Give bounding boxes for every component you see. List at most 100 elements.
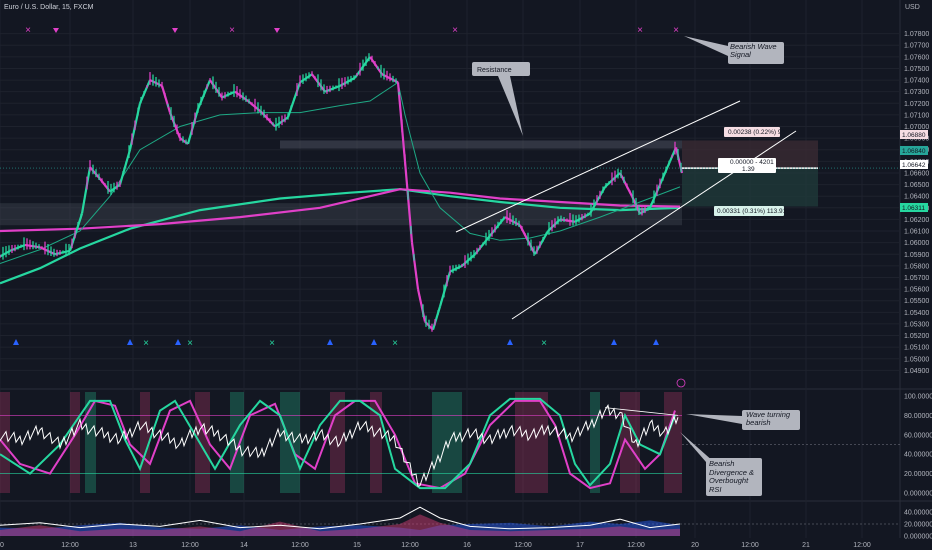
price-tick-label: 1.07000 bbox=[904, 124, 929, 131]
divergence-pointer bbox=[680, 432, 714, 462]
flow-white-line[interactable] bbox=[0, 506, 681, 530]
measure-upper-text: 0.00238 (0.22%) 90 bbox=[728, 129, 785, 136]
price-layer bbox=[0, 53, 684, 332]
price-segment[interactable] bbox=[160, 85, 172, 113]
magenta-ma-line[interactable] bbox=[0, 188, 681, 233]
price-tick-label: 1.06400 bbox=[904, 194, 929, 201]
flow-tick-label: 40.000000 bbox=[904, 510, 932, 517]
price-label-top: 1.06880 bbox=[902, 132, 926, 139]
oscillator-band bbox=[664, 392, 682, 493]
price-tick-label: 1.07600 bbox=[904, 54, 929, 61]
top-cross-marker[interactable]: × bbox=[452, 25, 458, 36]
bottom-triangle-marker[interactable] bbox=[13, 339, 19, 345]
price-tick-label: 1.06900 bbox=[904, 136, 929, 143]
osc-tick-label: 80.000000 bbox=[904, 413, 932, 420]
time-tick-label: 13 bbox=[129, 542, 137, 549]
bottom-triangle-marker[interactable] bbox=[175, 339, 181, 345]
price-segment[interactable] bbox=[80, 166, 92, 214]
top-triangle-marker[interactable] bbox=[172, 28, 178, 33]
measure-mid-box[interactable] bbox=[718, 158, 776, 173]
price-tick-label: 1.05200 bbox=[904, 333, 929, 340]
wave-magenta-line[interactable] bbox=[0, 399, 676, 490]
measure-lower-area[interactable] bbox=[682, 168, 818, 207]
flow-layer bbox=[0, 506, 900, 536]
time-tick-label: 12:00 bbox=[627, 542, 645, 549]
currency-label: USD bbox=[905, 4, 920, 11]
oscillator-band bbox=[590, 392, 600, 493]
top-cross-marker[interactable]: × bbox=[637, 25, 643, 36]
time-tick-label: 12:00 bbox=[741, 542, 759, 549]
price-tick-label: 1.05000 bbox=[904, 356, 929, 363]
wave-turning-text-wrap: Wave turning bearish bbox=[746, 411, 791, 427]
price-tick-label: 1.07300 bbox=[904, 89, 929, 96]
measure-mid-text-1: 0.00000 - 4201 bbox=[730, 159, 774, 166]
divergence-callout-box[interactable] bbox=[706, 458, 762, 496]
bearish-wave-callout-box[interactable] bbox=[728, 42, 784, 64]
time-tick-label: 12:00 bbox=[291, 542, 309, 549]
oscillator-band bbox=[70, 392, 80, 493]
measure-lower-box[interactable] bbox=[714, 206, 784, 216]
resistance-zone[interactable] bbox=[280, 140, 682, 149]
time-tick-label: 16 bbox=[463, 542, 471, 549]
bottom-triangle-marker[interactable] bbox=[507, 339, 513, 345]
signal-markers: × × × × × × × × × × bbox=[13, 25, 679, 349]
rsi-line[interactable] bbox=[0, 404, 679, 487]
measure-mid-text-2: 1.39 bbox=[742, 166, 755, 173]
wave-turning-callout-text: Wave turning bearish bbox=[746, 411, 791, 427]
flow-red-area bbox=[0, 514, 680, 536]
top-cross-marker[interactable]: × bbox=[673, 25, 679, 36]
bottom-triangle-marker[interactable] bbox=[327, 339, 333, 345]
osc-tick-label: 40.000000 bbox=[904, 452, 932, 459]
price-tick-label: 1.05600 bbox=[904, 287, 929, 294]
bottom-cross-marker[interactable]: × bbox=[187, 338, 193, 349]
price-tick-label: 1.06000 bbox=[904, 240, 929, 247]
time-tick-label: 10 bbox=[0, 542, 4, 549]
price-tick-label: 1.05900 bbox=[904, 252, 929, 259]
price-segment[interactable] bbox=[186, 108, 200, 145]
wave-turning-pointer bbox=[686, 414, 742, 424]
bearish-wave-pointer bbox=[684, 36, 728, 56]
flow-tick-label: 20.000000 bbox=[904, 522, 932, 529]
price-tick-label: 1.07500 bbox=[904, 66, 929, 73]
price-tick-label: 1.05300 bbox=[904, 321, 929, 328]
top-triangle-marker[interactable] bbox=[53, 28, 59, 33]
bottom-triangle-marker[interactable] bbox=[371, 339, 377, 345]
top-cross-marker[interactable]: × bbox=[25, 25, 31, 36]
price-segment[interactable] bbox=[416, 288, 427, 322]
price-tick-label: 1.06600 bbox=[904, 170, 929, 177]
price-label-a-box bbox=[900, 146, 928, 155]
oscillator-band bbox=[230, 392, 244, 493]
price-segment[interactable] bbox=[431, 306, 442, 331]
time-tick-label: 12:00 bbox=[181, 542, 199, 549]
time-tick-label: 14 bbox=[240, 542, 248, 549]
price-tick-label: 1.04900 bbox=[904, 368, 929, 375]
channel-upper-line[interactable] bbox=[455, 100, 741, 233]
time-tick-label: 20 bbox=[691, 542, 699, 549]
divergence-line bbox=[604, 407, 679, 416]
oscillator-band bbox=[0, 392, 10, 493]
oscillator-band bbox=[515, 392, 548, 493]
bottom-triangle-marker[interactable] bbox=[611, 339, 617, 345]
measure-upper-box[interactable] bbox=[724, 127, 780, 137]
resistance-callout-pointer bbox=[498, 76, 523, 136]
bottom-triangle-marker[interactable] bbox=[653, 339, 659, 345]
bottom-triangle-marker[interactable] bbox=[127, 339, 133, 345]
alert-info-icon[interactable] bbox=[676, 378, 686, 388]
price-tick-label: 1.07800 bbox=[904, 31, 929, 38]
wave-turning-callout-box[interactable] bbox=[742, 410, 800, 430]
price-segment[interactable] bbox=[438, 271, 452, 307]
price-tick-label: 1.05100 bbox=[904, 345, 929, 352]
bottom-cross-marker[interactable]: × bbox=[392, 338, 398, 349]
top-cross-marker[interactable]: × bbox=[229, 25, 235, 36]
bottom-cross-marker[interactable]: × bbox=[541, 338, 547, 349]
bottom-cross-marker[interactable]: × bbox=[269, 338, 275, 349]
wave-green-line[interactable] bbox=[0, 397, 676, 490]
resistance-callout-box[interactable] bbox=[472, 62, 530, 76]
slow-ma-line[interactable] bbox=[0, 188, 681, 285]
bottom-cross-marker[interactable]: × bbox=[143, 338, 149, 349]
price-label-a: 1.06840 bbox=[902, 148, 926, 155]
top-triangle-marker[interactable] bbox=[274, 28, 280, 33]
price-label-b-box bbox=[900, 160, 928, 169]
price-label-c-box bbox=[900, 203, 928, 212]
time-tick-label: 15 bbox=[353, 542, 361, 549]
